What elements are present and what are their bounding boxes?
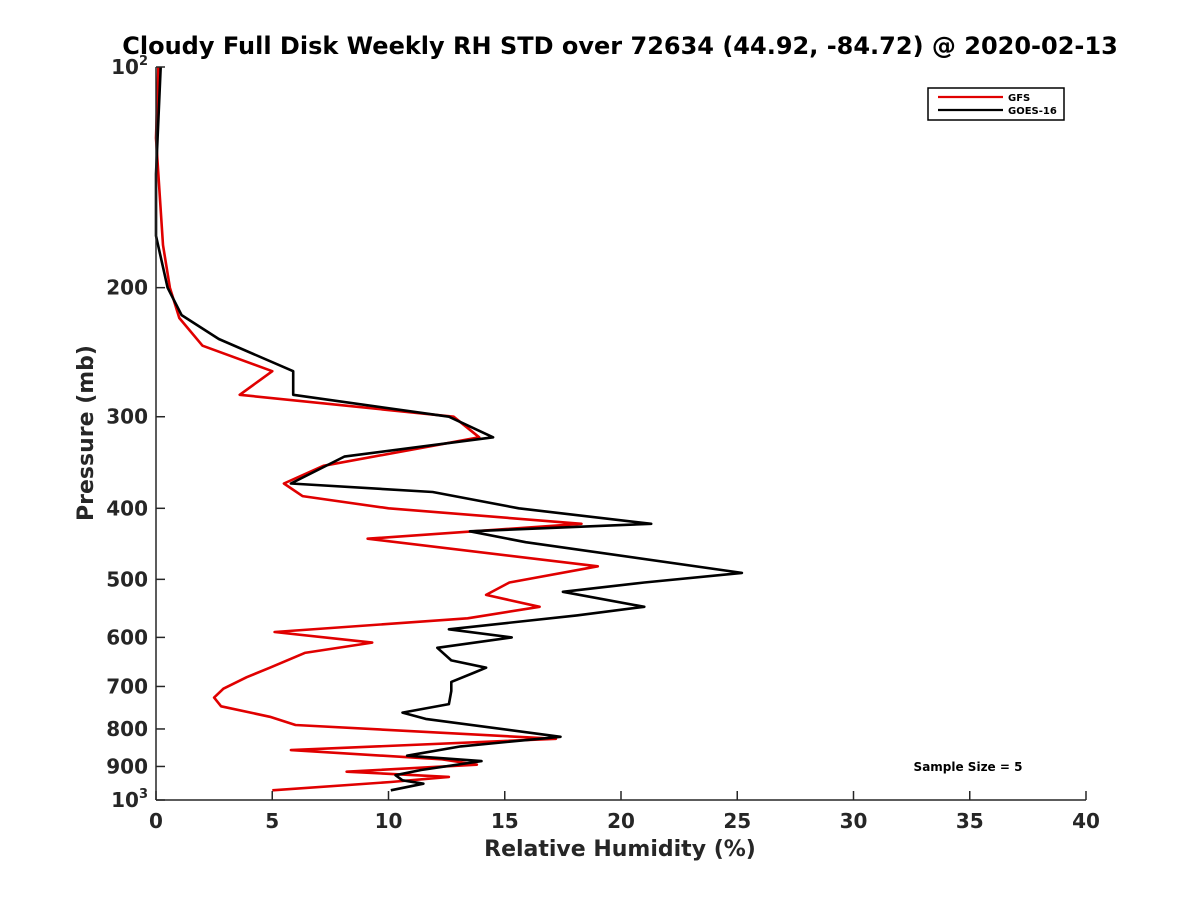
axes	[155, 66, 1087, 801]
x-tick-label: 15	[491, 809, 519, 833]
x-tick-label: 25	[723, 809, 751, 833]
plot-lines	[154, 66, 744, 792]
series-line-goes16	[154, 66, 744, 792]
legend: GFS GOES-16	[927, 87, 1065, 121]
x-tick-label: 40	[1072, 809, 1100, 833]
y-tick-label: 600	[106, 625, 148, 649]
sample-size-annotation: Sample Size = 5	[914, 760, 1023, 774]
x-tick-label: 0	[149, 809, 163, 833]
y-tick-label: 900	[106, 754, 148, 778]
series-line-gfs	[154, 66, 600, 792]
y-tick-label: 300	[106, 405, 148, 429]
y-axis-label: Pressure (mb)	[74, 345, 99, 521]
y-tick-label: 200	[106, 276, 148, 300]
legend-label-goes16: GOES-16	[1008, 106, 1057, 117]
legend-label-gfs: GFS	[1008, 93, 1030, 104]
x-tick-label: 5	[265, 809, 279, 833]
y-tick-label: 500	[106, 567, 148, 591]
x-axis-label: Relative Humidity (%)	[484, 837, 756, 862]
x-tick-label: 10	[375, 809, 403, 833]
y-tick-label: 800	[106, 717, 148, 741]
x-tick-label: 30	[840, 809, 868, 833]
chart-title: Cloudy Full Disk Weekly RH STD over 7263…	[122, 32, 1118, 60]
y-tick-label: 103	[111, 787, 148, 812]
tick-labels: 0 5 10 15 20 25 30 35 40 102 200 300 400 500 600 700 800…	[106, 54, 1100, 833]
y-tick-label: 400	[106, 496, 148, 520]
x-tick-label: 35	[956, 809, 984, 833]
y-tick-label: 700	[106, 674, 148, 698]
legend-box	[927, 87, 1065, 121]
y-tick-label: 102	[111, 54, 148, 79]
x-tick-label: 20	[607, 809, 635, 833]
